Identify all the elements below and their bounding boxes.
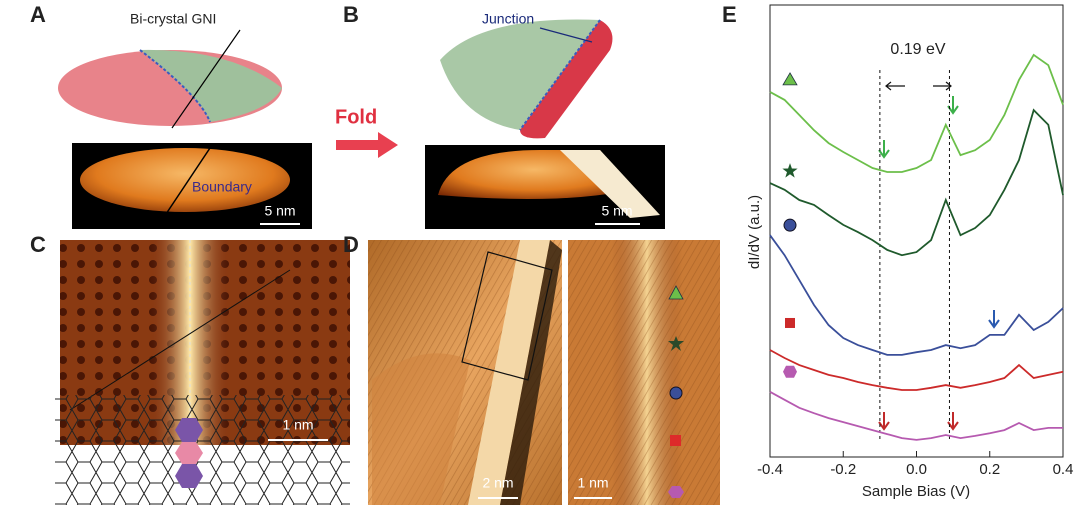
zoom-box (461, 251, 553, 381)
junction-line (519, 19, 601, 131)
panel-b: B Junction 5 nm (343, 2, 665, 229)
x-tick-label: 0.2 (979, 461, 1000, 478)
x-tick-label: 0.4 (1053, 461, 1074, 478)
scale-label: 5 nm (601, 203, 632, 219)
panel-label: D (343, 232, 359, 257)
defect-pink (175, 442, 203, 464)
texture (568, 240, 720, 505)
series-marker (785, 317, 795, 328)
marker-circle (783, 218, 797, 232)
annotation: 0.19 eV (890, 41, 945, 58)
marker-circle (669, 386, 683, 400)
arrow (878, 140, 890, 159)
marker-star (782, 163, 798, 178)
scale-label: 1 nm (282, 417, 313, 433)
marker-hexagon (783, 365, 797, 378)
panel-a: A Bi-crystal GNI Boundary 5 nm (30, 2, 312, 229)
cut-line (69, 269, 291, 411)
series-marker (782, 163, 798, 178)
marker-square (785, 317, 795, 328)
defect-purple (175, 418, 203, 488)
fold-arrow: Fold (335, 106, 398, 158)
callout: Bi-crystal GNI (130, 11, 216, 27)
panel-c: C 1 nm (30, 232, 350, 505)
fold-red (520, 20, 613, 139)
callout-line (171, 29, 241, 129)
marker-square (670, 435, 681, 446)
panel-label: C (30, 232, 46, 257)
scale-label: 1 nm (577, 475, 608, 491)
panel-d: D 2 nm 1 nm (343, 232, 720, 505)
arrow (878, 412, 890, 431)
stm-flake (80, 148, 290, 212)
lattice (55, 395, 350, 505)
terrace (372, 353, 470, 505)
panel-e: E Sample Bias (V) dI/dV (a.u.) 0.19 eV -… (722, 2, 1073, 500)
panel-label: E (722, 2, 737, 27)
series-marker (782, 72, 798, 86)
x-tick-label: 0.0 (906, 461, 927, 478)
x-tick-label: -0.2 (830, 461, 856, 478)
cut-line (157, 144, 213, 227)
series-line (769, 391, 1063, 441)
series-line (769, 234, 1064, 356)
panel-label: B (343, 2, 359, 27)
x-tick-label: -0.4 (757, 461, 783, 478)
boundary-label: Boundary (192, 179, 252, 195)
scale-label: 5 nm (264, 203, 295, 219)
series-line (769, 53, 1064, 173)
x-axis-label: Sample Bias (V) (862, 483, 970, 500)
series-marker (783, 365, 797, 378)
callout: Junction (482, 11, 534, 27)
fold-green (440, 19, 600, 130)
marker-triangle (668, 285, 684, 300)
arrow (988, 310, 1000, 329)
marker-star (668, 336, 684, 351)
marker-triangle (782, 72, 798, 86)
boundary-line (139, 49, 211, 123)
panel-label: A (30, 2, 46, 27)
fold-ribbon (468, 240, 550, 505)
series-line (769, 349, 1064, 391)
stm-fold (560, 150, 660, 218)
marker-hexagon (668, 486, 684, 498)
series-line (769, 108, 1064, 257)
gap-arrows (885, 81, 952, 91)
callout-line (539, 27, 593, 43)
y-axis-label: dI/dV (a.u.) (746, 195, 763, 269)
fold-label: Fold (335, 106, 377, 128)
fold-edge (500, 240, 562, 505)
arrow (336, 132, 398, 158)
scale-label: 2 nm (482, 475, 513, 491)
series-marker (783, 218, 797, 232)
arrow (947, 96, 959, 115)
flake-green (140, 49, 282, 122)
